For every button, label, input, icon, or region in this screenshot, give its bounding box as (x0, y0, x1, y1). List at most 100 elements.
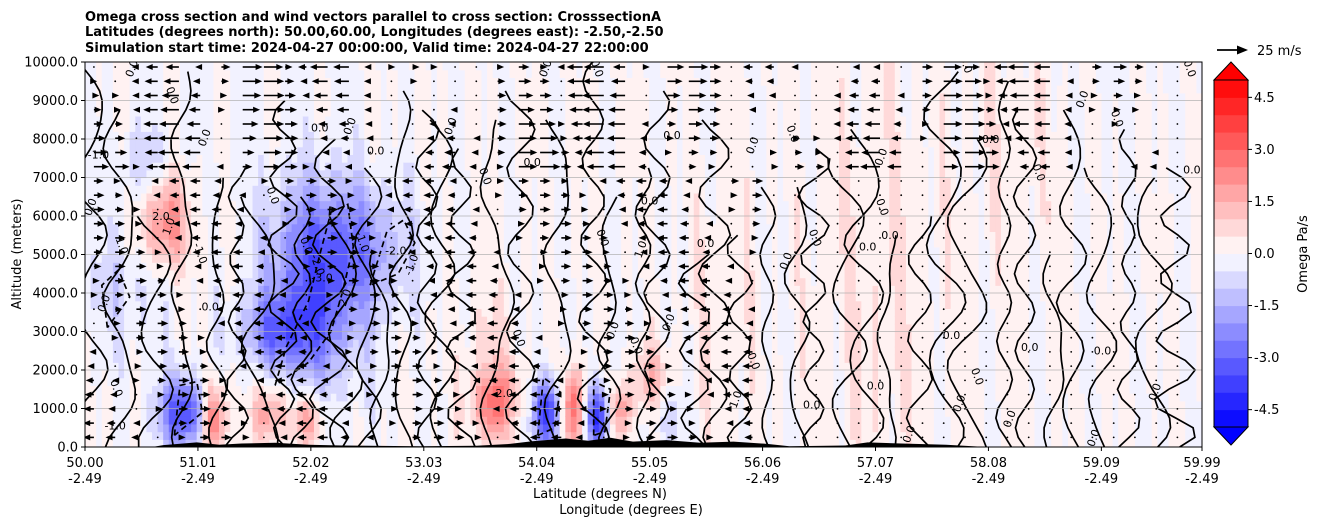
omega-cell (392, 431, 399, 440)
omega-cell (85, 262, 92, 271)
omega-cell (570, 246, 578, 256)
omega-cell (202, 439, 209, 447)
omega-cell (459, 69, 466, 78)
omega-cell (313, 123, 321, 132)
omega-cell (224, 269, 231, 279)
omega-cell (112, 339, 120, 348)
omega-cell (626, 123, 633, 132)
omega-cell (135, 285, 142, 294)
omega-cell (213, 169, 220, 179)
omega-cell (442, 316, 449, 325)
omega-cell (246, 246, 254, 256)
omega-cell (241, 123, 248, 132)
omega-cell (481, 62, 488, 71)
omega-cell (174, 239, 181, 248)
omega-cell (90, 192, 97, 202)
omega-cell (615, 346, 622, 356)
omega-cell (408, 385, 416, 394)
omega-cell (235, 139, 242, 148)
omega-cell (503, 146, 511, 155)
omega-cell (481, 362, 488, 371)
omega-cell (224, 254, 231, 263)
omega-cell (531, 308, 538, 317)
omega-cell (235, 223, 242, 232)
omega-cell (414, 108, 421, 117)
omega-cell (157, 339, 164, 348)
omega-cell (291, 185, 298, 194)
omega-cell (185, 277, 192, 286)
omega-cell (481, 139, 488, 148)
omega-cell (196, 123, 203, 132)
omega-cell (185, 223, 192, 232)
omega-cell (481, 123, 488, 132)
omega-cell (637, 316, 645, 325)
omega-cell (269, 354, 276, 363)
omega-cell (202, 85, 209, 94)
omega-cell (621, 185, 628, 194)
omega-cell (230, 293, 237, 302)
omega-cell (364, 69, 371, 78)
omega-cell (263, 377, 270, 386)
omega-cell (168, 370, 175, 379)
omega-cell (168, 331, 175, 340)
omega-cell (330, 200, 337, 209)
omega-cell (464, 377, 471, 386)
omega-cell (191, 223, 198, 232)
omega-cell (408, 185, 416, 194)
omega-cell (604, 92, 611, 102)
omega-cell (414, 277, 421, 286)
omega-cell (319, 293, 326, 302)
omega-cell (124, 123, 131, 132)
omega-cell (96, 300, 103, 309)
omega-cell (537, 92, 544, 102)
omega-cell (475, 370, 483, 379)
omega-cell (286, 200, 293, 209)
omega-cell (246, 423, 254, 433)
omega-cell (358, 208, 365, 217)
omega-cell (442, 85, 449, 94)
omega-cell (487, 92, 494, 102)
omega-cell (90, 385, 97, 394)
omega-cell (185, 200, 192, 209)
omega-cell (358, 416, 365, 425)
omega-cell (274, 231, 282, 240)
omega-cell (146, 185, 153, 194)
omega-cell (269, 408, 276, 417)
omega-cell (515, 254, 522, 263)
omega-cell (286, 223, 293, 232)
omega-cell (559, 239, 566, 248)
omega-cell (358, 423, 365, 433)
omega-cell (213, 370, 220, 379)
omega-cell (313, 62, 321, 71)
omega-cell (140, 385, 148, 394)
omega-cell (191, 393, 198, 402)
omega-cell (319, 200, 326, 209)
omega-cell (364, 246, 371, 256)
omega-cell (230, 316, 237, 325)
omega-cell (258, 416, 265, 425)
omega-cell (570, 293, 578, 302)
omega-cell (420, 431, 427, 440)
omega-cell (297, 416, 304, 425)
omega-cell (235, 239, 242, 248)
omega-cell (191, 370, 198, 379)
omega-cell (124, 154, 131, 163)
omega-cell (531, 262, 538, 271)
omega-cell (554, 85, 561, 94)
omega-cell (464, 346, 471, 356)
omega-cell (308, 370, 315, 379)
omega-cell (621, 370, 628, 379)
omega-cell (146, 285, 153, 294)
omega-cell (174, 108, 181, 117)
omega-cell (436, 92, 444, 102)
omega-cell (286, 192, 293, 202)
omega-cell (90, 177, 97, 186)
omega-cell (269, 131, 276, 140)
omega-cell (235, 62, 242, 71)
omega-cell (85, 115, 92, 125)
omega-cell (531, 246, 538, 256)
omega-cell (152, 293, 159, 302)
omega-cell (470, 62, 477, 71)
omega-cell (135, 131, 142, 140)
omega-cell (146, 216, 153, 225)
